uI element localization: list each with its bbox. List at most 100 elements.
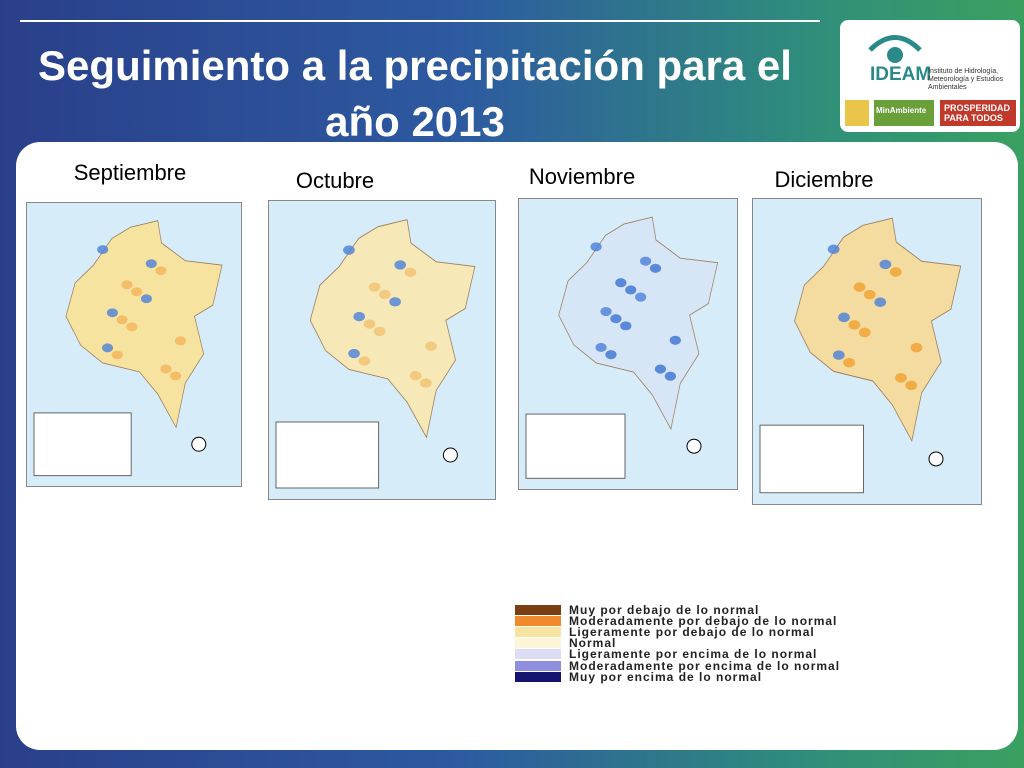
anomaly-spot	[363, 319, 376, 329]
anomaly-spot	[420, 378, 432, 388]
anomaly-spot	[848, 320, 861, 330]
anomaly-spot	[373, 326, 386, 337]
anomaly-spot	[126, 322, 138, 332]
anomaly-spot	[649, 263, 662, 273]
legend-label: Muy por encima de lo normal	[569, 669, 763, 684]
anomaly-spot	[832, 350, 845, 360]
map	[752, 198, 982, 505]
anomaly-spot	[905, 380, 918, 391]
anomaly-spot	[669, 335, 681, 345]
anomaly-spot	[174, 336, 186, 346]
anomaly-spot	[409, 371, 422, 381]
anomaly-spot	[639, 256, 652, 266]
anomaly-spot	[145, 259, 157, 269]
anomaly-spot	[864, 289, 876, 300]
country-shape	[794, 217, 962, 443]
map	[26, 202, 242, 487]
legend: Muy por debajo de lo normal Moderadamente…	[515, 602, 841, 684]
anomaly-spot	[827, 244, 840, 255]
legend-label: Ligeramente por encima de lo normal	[569, 647, 818, 662]
legend-row: Muy por encima de lo normal	[515, 669, 840, 684]
map-legend-box	[759, 424, 864, 494]
anomaly-spot	[595, 342, 607, 353]
anomaly-spot	[368, 282, 381, 292]
north-arrow	[191, 436, 207, 452]
legend-swatch	[515, 649, 561, 660]
map	[518, 198, 738, 490]
anomaly-spot	[404, 267, 417, 277]
anomaly-spot	[116, 315, 128, 325]
anomaly-spot	[131, 287, 143, 297]
month-label: Octubre	[295, 168, 375, 193]
country	[309, 219, 476, 439]
country-shape	[65, 220, 223, 429]
map-legend-box	[525, 413, 626, 479]
slogan: PROSPERIDAD PARA TODOS	[944, 103, 1011, 123]
anomaly-spot	[853, 282, 866, 292]
anomaly-spot	[610, 314, 622, 324]
anomaly-spot	[843, 357, 856, 368]
country	[558, 216, 719, 431]
anomaly-spot	[635, 292, 647, 302]
anomaly-spot	[874, 297, 887, 307]
anomaly-spot	[615, 278, 627, 288]
anomaly-spot	[605, 350, 617, 360]
anomaly-spot	[664, 371, 676, 381]
anomaly-spot	[910, 342, 923, 353]
anomaly-spot	[389, 297, 401, 307]
anomaly-spot	[155, 266, 167, 276]
map	[268, 200, 496, 500]
anomaly-spot	[170, 371, 182, 381]
north-arrow	[686, 438, 702, 454]
anomaly-spot	[97, 245, 109, 255]
legend-swatch	[515, 638, 561, 649]
country-shape	[558, 216, 719, 431]
legend-label: Moderadamente por debajo de lo normal	[569, 613, 838, 628]
anomaly-spot	[343, 245, 355, 255]
anomaly-spot	[358, 356, 371, 366]
month-label: Noviembre	[528, 164, 636, 189]
anomaly-spot	[425, 341, 437, 351]
map-legend-box	[275, 421, 380, 489]
anomaly-spot	[838, 312, 850, 323]
legend-label: Moderadamente por encima de lo normal	[569, 658, 841, 673]
anomaly-spot	[160, 364, 172, 374]
legend-row: Moderadamente por debajo de lo normal	[515, 613, 840, 628]
anomaly-spot	[111, 350, 123, 360]
country-shape	[309, 219, 476, 439]
legend-swatch	[515, 660, 561, 671]
north-arrow	[928, 451, 944, 467]
logo-name: IDEAM	[870, 64, 932, 85]
north-arrow	[442, 447, 458, 463]
anomaly-spot	[102, 343, 114, 353]
legend-swatch	[515, 604, 561, 615]
anomaly-spot	[590, 242, 602, 252]
anomaly-spot	[858, 327, 871, 338]
anomaly-spot	[895, 373, 907, 383]
anomaly-spot	[879, 259, 892, 270]
anomaly-spot	[654, 364, 667, 374]
logo-subtitle: Instituto de Hidrología, Meteorología y …	[928, 68, 1004, 91]
anomaly-spot	[379, 289, 391, 300]
anomaly-spot	[348, 348, 360, 359]
anomaly-spot	[394, 260, 407, 270]
legend-label: Ligeramente por debajo de lo normal	[569, 624, 815, 639]
anomaly-spot	[121, 280, 133, 290]
month-label: Diciembre	[774, 167, 874, 192]
month-label: Septiembre	[73, 160, 187, 185]
country	[794, 217, 962, 443]
anomaly-spot	[620, 321, 632, 331]
slide-title: Seguimiento a la precipitación para el a…	[38, 42, 792, 145]
legend-row: Ligeramente por encima de lo normal	[515, 647, 840, 662]
logo	[845, 35, 1016, 126]
anomaly-spot	[106, 308, 118, 318]
anomaly-spot	[600, 306, 612, 317]
country	[65, 220, 223, 429]
legend-swatch	[515, 615, 561, 626]
map-legend-box	[33, 412, 132, 477]
legend-swatch	[515, 626, 561, 637]
legend-label: Muy por debajo de lo normal	[569, 602, 760, 617]
rule	[20, 20, 820, 22]
anomaly-spot	[140, 294, 152, 304]
